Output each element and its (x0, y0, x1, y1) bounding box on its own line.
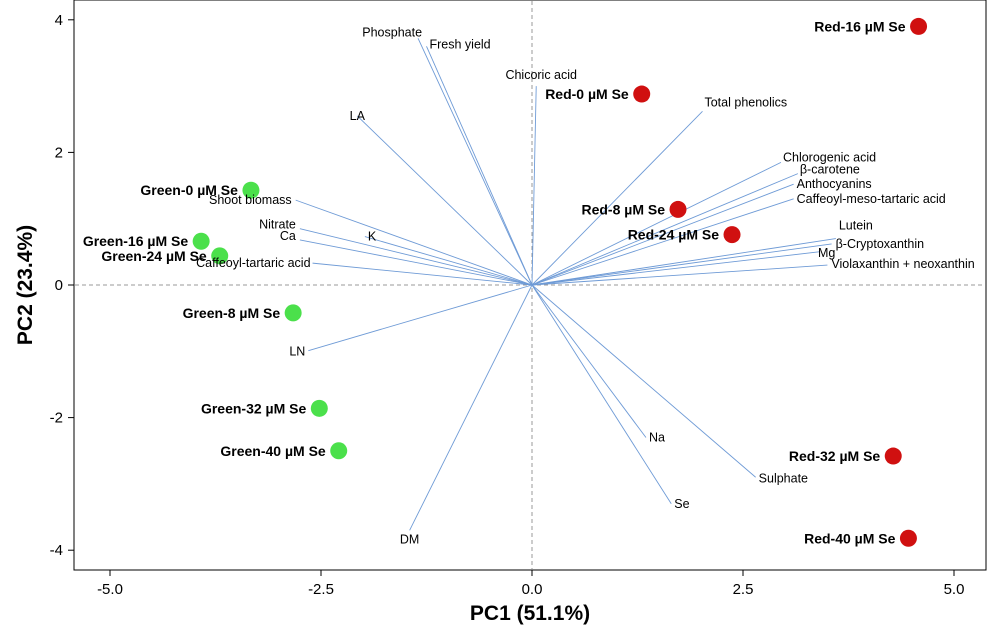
loading-vector (364, 236, 533, 286)
loading-label: LN (289, 345, 305, 359)
score-point (192, 232, 210, 250)
score-label: Green-24 µM Se (101, 248, 207, 264)
score-point (633, 85, 651, 103)
y-tick-label: 0 (55, 277, 63, 294)
loading-label: Chicoric acid (505, 68, 577, 82)
y-tick-label: -2 (50, 410, 63, 427)
loading-vector (531, 243, 832, 286)
score-label: Green-8 µM Se (183, 305, 281, 321)
score-point (310, 399, 328, 417)
x-tick-label: 5.0 (944, 581, 965, 598)
loading-vector (409, 284, 533, 531)
loading-vector (312, 262, 533, 286)
loading-label: Violaxanthin + neoxanthin (831, 257, 974, 271)
loading-vector (531, 183, 794, 286)
loading-label: Sulphate (759, 471, 808, 485)
loading-vector (531, 284, 756, 478)
x-tick-label: -2.5 (308, 581, 334, 598)
y-axis-title: PC2 (23.4%) (14, 225, 37, 345)
score-point (330, 442, 348, 460)
loading-label: Na (649, 430, 665, 444)
loading-vector (531, 284, 672, 505)
loading-vector (531, 198, 794, 286)
x-tick-label: 0.0 (522, 581, 543, 598)
score-label: Green-32 µM Se (201, 400, 307, 416)
loading-label: Se (674, 497, 689, 511)
score-label: Red-24 µM Se (628, 227, 720, 243)
loading-label: Lutein (839, 219, 873, 233)
loading-vector (531, 251, 820, 286)
score-point (910, 17, 928, 35)
score-point (211, 247, 229, 265)
score-label: Green-16 µM Se (83, 233, 189, 249)
loading-vector (299, 228, 533, 286)
loading-vector (531, 161, 782, 286)
x-tick-label: 2.5 (733, 581, 754, 598)
loading-vector (299, 239, 533, 286)
score-label: Red-16 µM Se (814, 18, 906, 34)
loading-label: Anthocyanins (797, 177, 872, 191)
loading-label: Chlorogenic acid (783, 150, 876, 164)
loading-label: Nitrate (259, 218, 296, 232)
score-label: Green-40 µM Se (220, 443, 326, 459)
loading-vector (531, 238, 836, 286)
score-label: Green-0 µM Se (140, 182, 238, 198)
y-tick-label: 4 (55, 12, 63, 29)
loading-vector (295, 199, 533, 286)
score-point (669, 200, 687, 218)
loading-label: Fresh yield (430, 37, 491, 51)
loading-label: LA (350, 109, 366, 123)
loading-label: β-carotene (800, 163, 860, 177)
loading-label: Ca (280, 229, 296, 243)
x-tick-label: -5.0 (97, 581, 123, 598)
score-point (884, 447, 902, 465)
loading-label: Shoot biomass (209, 193, 292, 207)
score-point (242, 181, 260, 199)
score-label: Red-40 µM Se (804, 530, 896, 546)
score-label: Red-8 µM Se (581, 201, 665, 217)
loading-label: Phosphate (362, 25, 422, 39)
loading-vector (531, 110, 703, 286)
loading-vector (531, 86, 537, 286)
loading-vector (426, 46, 533, 286)
loading-vector (356, 115, 533, 286)
loading-vector (531, 284, 647, 438)
loading-label: K (368, 230, 377, 244)
loading-vector (417, 38, 533, 286)
score-point (284, 304, 302, 322)
score-label: Red-32 µM Se (789, 448, 881, 464)
loading-vector (308, 284, 533, 352)
score-point (723, 226, 741, 244)
loading-vector (531, 264, 828, 286)
loading-label: Total phenolics (704, 95, 787, 109)
loading-label: DM (400, 532, 419, 546)
score-point (899, 529, 917, 547)
loading-label: Mg (818, 246, 835, 260)
x-axis-title: PC1 (51.1%) (470, 602, 590, 625)
y-tick-label: -4 (50, 542, 63, 559)
loading-label: Caffeoyl-tartaric acid (196, 256, 310, 270)
loading-label: β-Cryptoxanthin (836, 237, 925, 251)
y-tick-label: 2 (55, 144, 63, 161)
score-label: Red-0 µM Se (545, 86, 629, 102)
loading-vector (531, 173, 799, 286)
loading-label: Caffeoyl-meso-tartaric acid (797, 192, 946, 206)
